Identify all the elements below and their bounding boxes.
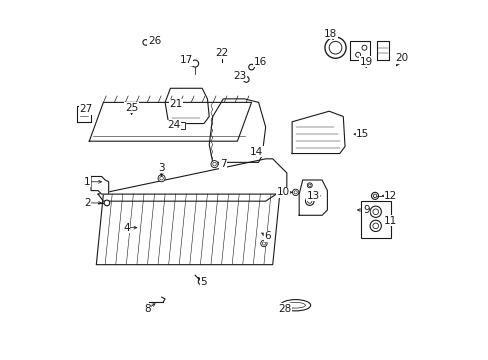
Circle shape xyxy=(243,77,248,82)
Text: 27: 27 xyxy=(79,104,92,114)
Circle shape xyxy=(305,197,313,206)
Text: 23: 23 xyxy=(233,71,246,81)
Polygon shape xyxy=(165,88,209,123)
Text: 8: 8 xyxy=(144,304,150,314)
Text: 11: 11 xyxy=(384,216,397,226)
Circle shape xyxy=(369,220,381,231)
Text: 16: 16 xyxy=(253,57,266,67)
Text: 7: 7 xyxy=(220,159,226,169)
Ellipse shape xyxy=(285,302,305,308)
Polygon shape xyxy=(299,180,327,215)
Circle shape xyxy=(248,64,254,70)
Text: 20: 20 xyxy=(394,53,407,63)
Text: 13: 13 xyxy=(306,191,319,201)
Circle shape xyxy=(307,199,311,203)
Polygon shape xyxy=(91,176,108,194)
Text: 10: 10 xyxy=(276,187,289,197)
Circle shape xyxy=(328,41,341,54)
Text: 26: 26 xyxy=(147,36,161,46)
Text: 24: 24 xyxy=(167,120,180,130)
Circle shape xyxy=(372,194,376,198)
Text: 3: 3 xyxy=(158,163,164,173)
Text: 5: 5 xyxy=(200,277,207,287)
Circle shape xyxy=(306,183,312,188)
Circle shape xyxy=(369,206,381,217)
Text: 4: 4 xyxy=(123,222,129,233)
Polygon shape xyxy=(77,106,91,122)
Text: 19: 19 xyxy=(359,57,372,67)
Circle shape xyxy=(292,189,298,195)
Circle shape xyxy=(293,191,297,194)
Circle shape xyxy=(218,50,224,56)
Circle shape xyxy=(104,200,109,206)
Circle shape xyxy=(262,242,265,245)
Circle shape xyxy=(260,240,266,247)
Text: 28: 28 xyxy=(278,304,291,314)
Text: 17: 17 xyxy=(179,55,193,65)
Polygon shape xyxy=(175,122,184,129)
Circle shape xyxy=(160,176,163,180)
Circle shape xyxy=(355,52,360,57)
Text: 25: 25 xyxy=(125,103,138,113)
Circle shape xyxy=(142,40,148,45)
Circle shape xyxy=(372,209,378,215)
Circle shape xyxy=(191,60,198,67)
Polygon shape xyxy=(96,194,279,265)
Circle shape xyxy=(308,184,310,186)
Circle shape xyxy=(371,192,378,199)
Text: 1: 1 xyxy=(84,177,91,187)
Text: 14: 14 xyxy=(250,147,263,157)
Circle shape xyxy=(212,162,216,166)
Polygon shape xyxy=(376,41,388,60)
Circle shape xyxy=(198,278,204,285)
Circle shape xyxy=(210,161,218,168)
Polygon shape xyxy=(209,99,265,162)
Bar xyxy=(360,201,390,238)
Circle shape xyxy=(361,45,366,50)
Text: 12: 12 xyxy=(384,191,397,201)
Circle shape xyxy=(158,175,165,182)
Polygon shape xyxy=(349,41,369,60)
Text: 2: 2 xyxy=(84,198,91,208)
Text: 18: 18 xyxy=(324,28,337,39)
Ellipse shape xyxy=(280,300,310,311)
Circle shape xyxy=(324,37,346,58)
Text: 15: 15 xyxy=(355,129,368,139)
Polygon shape xyxy=(291,111,345,154)
Text: 6: 6 xyxy=(264,231,270,242)
Text: 21: 21 xyxy=(169,99,182,109)
Circle shape xyxy=(372,223,378,229)
Polygon shape xyxy=(98,159,286,201)
Text: 22: 22 xyxy=(215,48,228,58)
Text: 9: 9 xyxy=(362,205,369,215)
Polygon shape xyxy=(89,102,251,141)
